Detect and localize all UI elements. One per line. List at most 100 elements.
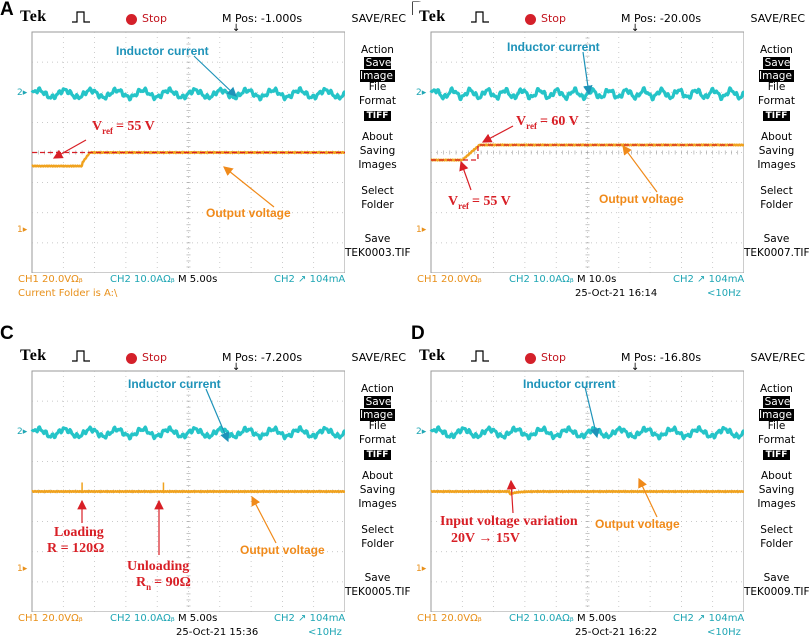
panel-letter-d: D xyxy=(411,323,425,344)
menu-format-label-row: Format xyxy=(345,95,410,108)
loading-resistance: R = 120Ω xyxy=(47,541,105,556)
ch1-scale: CH1 20.0VΩᵦ xyxy=(18,274,83,285)
scope-panel-c: Tek Stop M Pos: -7.200s SAVE/REC ↓ Action Save… xyxy=(14,341,411,642)
menu-save-filename: TEK0009.TIF xyxy=(744,586,809,598)
vref-value: = 55 V xyxy=(115,119,155,134)
panel-letter-c: C xyxy=(0,323,14,344)
waveform-display xyxy=(429,31,744,273)
capture-date: 25-Oct-21 15:36 xyxy=(176,627,259,638)
unloading-r-subscript: n xyxy=(146,581,152,592)
run-state-label: Stop xyxy=(142,12,168,25)
menu-action-label: Action xyxy=(760,383,793,395)
menu-about-label-row: About xyxy=(345,470,410,483)
menu-save-label: Save xyxy=(763,572,790,584)
menu-save-filename-row: TEK0003.TIF xyxy=(345,247,411,260)
timebase: M 10.0s xyxy=(577,274,617,285)
ch1-level-marker: 1▸ xyxy=(17,563,28,574)
menu-select-label-row: Select xyxy=(744,185,809,198)
ch2-level-marker: 2▸ xyxy=(17,87,28,98)
menu-format-value: TIFF xyxy=(363,450,392,460)
unloading-r-symbol: R xyxy=(136,575,147,590)
menu-save-filename: TEK0003.TIF xyxy=(345,247,411,259)
run-state-label: Stop xyxy=(541,12,567,25)
menu-format-value: TIFF xyxy=(762,111,791,121)
ch2-level-marker: 2▸ xyxy=(416,87,427,98)
menu-format-value: TIFF xyxy=(363,111,392,121)
variation-label: Input voltage variation xyxy=(440,514,578,529)
timebase: M 5.00s xyxy=(577,613,617,624)
menu-file-label: File xyxy=(368,420,387,432)
horizontal-position: M Pos: -1.000s xyxy=(222,12,303,25)
scope-panel-a: Tek Stop M Pos: -1.000s SAVE/REC ↓ Action Save… xyxy=(14,2,411,303)
menu-save-filename: TEK0007.TIF xyxy=(744,247,809,259)
loading-label: Loading xyxy=(54,525,104,540)
trigger-setting: CH2 ↗ 104mA xyxy=(274,613,346,624)
menu-images-label-row: Images xyxy=(744,159,809,172)
stop-indicator-icon xyxy=(525,353,536,364)
menu-format-label: Format xyxy=(757,434,795,446)
ch2-scale: CH2 10.0AΩᵦ xyxy=(509,613,574,624)
menu-images-label: Images xyxy=(757,159,796,171)
inductor-current-trace xyxy=(30,425,345,441)
scope-footer: CH1 20.0VΩᵦ CH2 10.0AΩᵦ M 10.0s CH2 ↗ 104mA… xyxy=(413,273,809,303)
menu-folder-label-row: Folder xyxy=(345,199,410,212)
ch1-scale: CH1 20.0VΩᵦ xyxy=(417,613,482,624)
menu-saving-label-row: Saving xyxy=(345,145,410,158)
side-menu: Action Save Image File Format TIFF About Savin… xyxy=(345,371,411,612)
vref60-value: = 60 V xyxy=(539,114,579,129)
panel-letter-a: A xyxy=(0,0,14,20)
label-output-voltage: Output voltage xyxy=(599,192,684,206)
menu-save-filename-row: TEK0009.TIF xyxy=(744,586,809,599)
menu-images-label-row: Images xyxy=(744,498,809,511)
scope-header: Tek Stop M Pos: -1.000s SAVE/REC ↓ xyxy=(14,2,410,34)
ch1-level-marker: 1▸ xyxy=(17,224,28,235)
scope-footer: CH1 20.0VΩᵦ CH2 10.0AΩᵦ M 5.00s CH2 ↗ 104mA… xyxy=(14,273,410,303)
menu-folder-label-row: Folder xyxy=(744,538,809,551)
menu-action-label-row: Action xyxy=(744,44,809,57)
menu-title: SAVE/REC xyxy=(750,12,805,25)
trigger-position-marker: ↓ xyxy=(631,23,640,34)
vref-subscript: ref xyxy=(102,125,113,136)
timebase: M 5.00s xyxy=(178,274,218,285)
menu-folder-label-row: Folder xyxy=(744,199,809,212)
trigger-pulse-icon xyxy=(72,11,90,23)
capture-date: 25-Oct-21 16:22 xyxy=(575,627,658,638)
menu-format-label: Format xyxy=(358,434,396,446)
vref55-label: Vref = 55 V xyxy=(448,194,511,211)
brand-logo: Tek xyxy=(20,8,47,25)
menu-about-label: About xyxy=(361,131,394,143)
menu-format-value-row: TIFF xyxy=(345,448,410,462)
menu-format-value-row: TIFF xyxy=(744,448,809,462)
menu-action-value: Save Image xyxy=(360,57,395,82)
menu-images-label-row: Images xyxy=(345,498,410,511)
menu-select-label: Select xyxy=(760,185,793,197)
menu-file-label-row: File xyxy=(345,420,410,433)
menu-saving-label-row: Saving xyxy=(744,145,809,158)
label-inductor-current: Inductor current xyxy=(128,377,221,391)
menu-action-value-row: Save Image xyxy=(345,396,410,422)
waveform-display xyxy=(429,370,744,612)
trigger-position-marker: ↓ xyxy=(232,23,241,34)
menu-save-label: Save xyxy=(763,233,790,245)
menu-saving-label-row: Saving xyxy=(345,484,410,497)
menu-action-value-row: Save Image xyxy=(744,396,809,422)
menu-about-label-row: About xyxy=(744,131,809,144)
label-output-voltage: Output voltage xyxy=(206,206,291,220)
trigger-position-marker: ↓ xyxy=(631,362,640,373)
menu-file-label-row: File xyxy=(744,81,809,94)
menu-saving-label: Saving xyxy=(359,484,396,496)
menu-save-label-row: Save xyxy=(744,233,809,246)
side-menu: Action Save Image File Format TIFF About Savin… xyxy=(744,371,809,612)
scope-header: Tek Stop M Pos: -7.200s SAVE/REC ↓ xyxy=(14,341,410,373)
label-output-voltage: Output voltage xyxy=(595,517,680,531)
menu-action-label: Action xyxy=(361,44,394,56)
ch2-scale: CH2 10.0AΩᵦ xyxy=(110,613,175,624)
menu-select-label: Select xyxy=(760,524,793,536)
menu-save-label: Save xyxy=(364,233,391,245)
menu-file-label-row: File xyxy=(345,81,410,94)
vref55-value: = 55 V xyxy=(471,194,511,209)
vref60-label: Vref = 60 V xyxy=(516,114,579,131)
menu-save-label: Save xyxy=(364,572,391,584)
variation-value: 20V → 15V xyxy=(451,531,520,546)
timebase: M 5.00s xyxy=(178,613,218,624)
